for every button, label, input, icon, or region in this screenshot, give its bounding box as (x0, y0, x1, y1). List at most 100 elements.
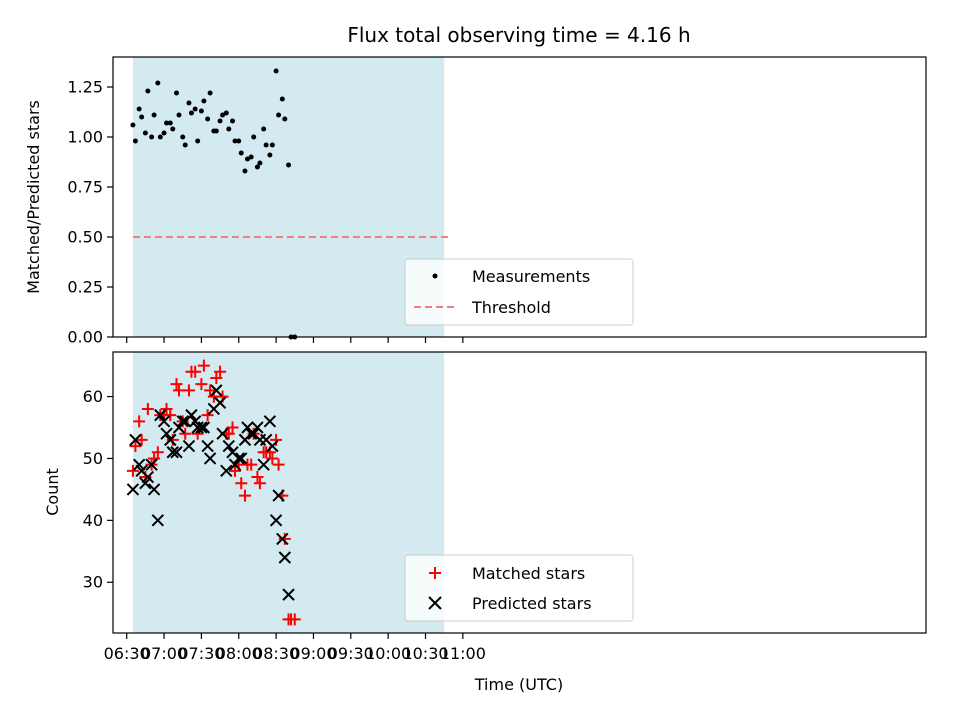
measurements-point (261, 126, 267, 132)
y-tick-label-top: 1.00 (67, 128, 103, 147)
predicted-stars-point (154, 408, 167, 422)
measurements-point (205, 116, 211, 122)
measurements-point (263, 142, 269, 148)
predicted-stars-point (210, 384, 223, 397)
legend-matched-marker (429, 567, 441, 579)
x-tick-label: 09:30 (328, 644, 374, 663)
matched-stars-point (141, 402, 154, 415)
predicted-stars-point (232, 452, 245, 465)
matched-stars-point (164, 409, 177, 422)
measurements-point (257, 160, 263, 166)
y-tick-label-top: 0.25 (67, 278, 103, 297)
measurements-point (130, 122, 136, 128)
measurements-point (176, 112, 182, 118)
predicted-stars-point (176, 415, 189, 428)
predicted-stars-point (216, 427, 229, 440)
measurements-point (217, 118, 223, 124)
measurements-point (149, 134, 155, 140)
matched-stars-point (238, 489, 251, 502)
legend-measurements-label: Measurements (472, 267, 590, 286)
x-tick-label: 07:30 (178, 644, 224, 663)
predicted-stars-point (151, 514, 165, 527)
measurements-point (195, 138, 201, 144)
matched-stars-point (272, 458, 285, 471)
predicted-stars-point (141, 470, 155, 484)
matched-stars-point (170, 378, 183, 391)
predicted-stars-point (282, 588, 295, 601)
measurements-point (269, 142, 275, 148)
predicted-stars-point (145, 458, 158, 471)
chart-title: Flux total observing time = 4.16 h (347, 23, 690, 47)
matched-stars-point (214, 365, 227, 378)
predicted-stars-point (235, 452, 248, 465)
measurements-point (282, 116, 288, 122)
top-legend: Measurements Threshold (404, 258, 634, 326)
measurements-point (273, 68, 279, 74)
matched-stars-point (191, 427, 204, 440)
measurements-point (139, 114, 145, 120)
measurements-point (180, 134, 186, 140)
matched-stars-point (135, 433, 148, 446)
measurements-point (230, 118, 236, 124)
measurements-point (157, 134, 163, 140)
legend-measurements-marker (432, 273, 438, 279)
matched-stars-point (151, 446, 164, 459)
x-tick-label: 08:00 (216, 644, 262, 663)
legend-matched-label: Matched stars (472, 564, 585, 583)
matched-stars-point (133, 415, 146, 428)
matched-stars-point (251, 471, 264, 484)
matched-stars-point (126, 464, 139, 477)
matched-stars-point (253, 477, 266, 490)
measurements-point (167, 120, 173, 126)
predicted-stars-point (213, 396, 227, 409)
matched-stars-point (226, 421, 239, 434)
matched-stars-point (182, 384, 195, 397)
matched-stars-point (139, 471, 152, 484)
matched-stars-point (179, 427, 192, 440)
predicted-stars-point (257, 458, 270, 471)
predicted-stars-point (147, 483, 161, 496)
measurements-point (155, 80, 161, 86)
measurements-point (286, 162, 292, 168)
x-tick-label: 11:00 (440, 644, 486, 663)
predicted-stars-point (182, 439, 196, 453)
predicted-stars-point (166, 446, 179, 459)
count-panel: 30 40 50 60 06:3007:0007:3008:0008:3009:0009… (83, 351, 927, 663)
predicted-stars-point (126, 483, 140, 496)
matched-stars-point (278, 532, 291, 545)
predicted-stars-point (263, 415, 277, 428)
legend-predicted-label: Predicted stars (472, 594, 592, 613)
legend-threshold-label: Threshold (471, 298, 551, 317)
predicted-stars-point (195, 421, 208, 434)
measurements-point (244, 156, 250, 162)
predicted-stars-point (203, 452, 217, 465)
measurements-point (170, 126, 176, 132)
y-tick-label-top: 0.75 (67, 178, 103, 197)
bottom-legend: Matched stars Predicted stars (404, 554, 634, 622)
measurements-point (198, 108, 204, 114)
x-tick-label: 08:30 (253, 644, 299, 663)
y-tick-label-bottom: 30 (83, 573, 103, 592)
matched-stars-point (270, 433, 283, 446)
predicted-stars-point (201, 439, 214, 453)
matched-stars-point (266, 452, 279, 465)
predicted-stars-point (129, 433, 142, 447)
x-tick-label: 06:30 (104, 644, 150, 663)
measurements-point (238, 150, 244, 156)
measurements-point (192, 106, 198, 112)
predicted-stars-point (170, 446, 183, 459)
measurements-point (267, 152, 273, 158)
y-tick-label-top: 1.25 (67, 78, 103, 97)
measurements-point (226, 126, 232, 132)
matched-stars-point (195, 378, 208, 391)
measurements-point (279, 96, 285, 102)
y-tick-label-bottom: 60 (83, 387, 103, 406)
x-tick-label: 10:30 (402, 644, 448, 663)
matched-stars-point (288, 613, 301, 626)
legend-predicted-marker (428, 596, 442, 610)
y-tick-label-top: 0.00 (67, 328, 103, 347)
measurements-point (236, 138, 242, 144)
predicted-stars-point (164, 433, 177, 447)
matched-stars-point (229, 464, 242, 477)
